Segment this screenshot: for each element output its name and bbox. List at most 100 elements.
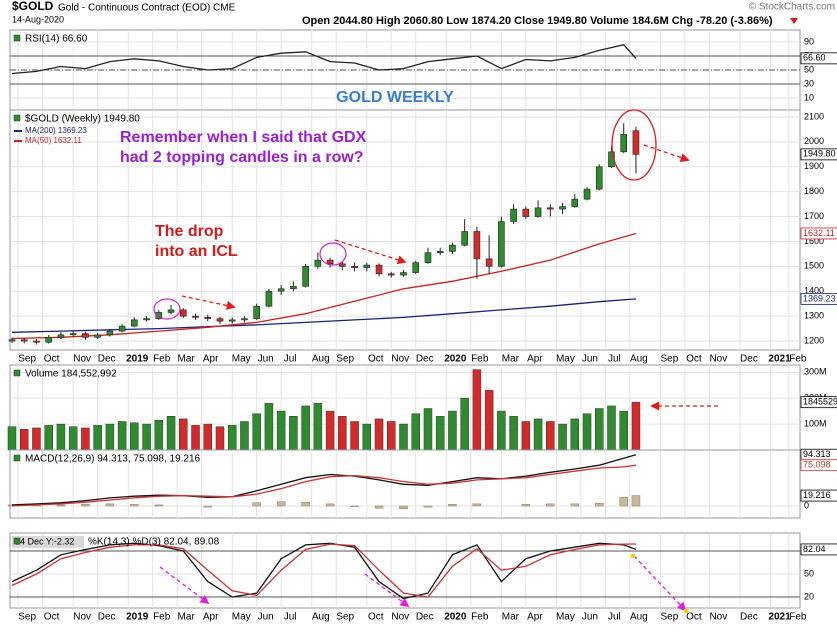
x-tick-label: 2019	[126, 354, 149, 365]
value-box-label: 66.60	[803, 53, 826, 63]
y-tick-label: 1300	[804, 311, 824, 321]
volume-bar	[313, 403, 323, 451]
candle-body	[302, 266, 309, 287]
volume-bar	[289, 416, 298, 451]
value-box-label: 19.216	[803, 490, 831, 500]
volume-bar	[387, 421, 396, 451]
legend: Volume 184,552,992	[25, 369, 117, 380]
candle-body	[290, 285, 297, 290]
candle-body	[118, 325, 126, 332]
candle-body	[620, 134, 628, 153]
histogram-bar	[203, 505, 212, 508]
x-tick-label: Jun	[582, 354, 598, 365]
stoch-line	[11, 543, 637, 598]
value-box	[800, 396, 837, 409]
y-tick-label: 1700	[804, 211, 824, 221]
volume-bar	[81, 427, 90, 451]
y-tick-label: 300M	[804, 367, 827, 377]
y-tick-label: 100M	[804, 418, 827, 428]
candle-body	[547, 207, 554, 210]
macd-line	[11, 454, 637, 506]
x-tick-label: Sep	[336, 612, 354, 623]
legend-entry: MA(200) 1369.23	[25, 126, 87, 135]
y-tick-label: 1200	[804, 335, 824, 345]
plot-layer: 1030507090RSI(14) 66.6066.60120013001400…	[7, 29, 837, 623]
volume-bar	[19, 429, 29, 451]
value-box	[800, 52, 837, 65]
value-box-label: 1632.11	[803, 228, 835, 238]
x-tick-label: 2021	[768, 612, 791, 623]
candle-body	[522, 208, 530, 217]
volume-bar	[105, 423, 115, 451]
x-tick-label: Oct	[44, 354, 60, 365]
candle-body	[485, 258, 493, 267]
value-box-label: 1369.23	[803, 293, 836, 303]
chart-title: GOLD WEEKLY	[336, 89, 454, 106]
x-tick-label: Jul	[284, 612, 297, 623]
x-tick-label: Dec	[98, 354, 116, 365]
x-tick-label: Oct	[686, 612, 702, 623]
histogram-bar	[105, 503, 115, 507]
volume-bar	[179, 418, 188, 451]
rsi-line	[11, 43, 637, 75]
x-tick-label: 2021	[768, 354, 791, 365]
volume-bar	[619, 410, 628, 451]
x-tick-label: Dec	[740, 612, 758, 623]
x-tick-label: Dec	[740, 354, 758, 365]
annotation: had 2 topping candles in a row?	[120, 149, 364, 166]
volume-bar	[240, 421, 249, 451]
y-tick-label: 1900	[804, 161, 824, 171]
volume-bar	[44, 425, 53, 451]
x-tick-label: Oct	[44, 612, 60, 623]
stoch-line	[11, 542, 637, 600]
candle-body	[265, 290, 273, 307]
x-tick-label: Jul	[608, 354, 621, 365]
histogram-bar	[570, 503, 580, 507]
volume-bar	[252, 413, 261, 451]
legend-entry: MA(50) 1632.11	[25, 136, 82, 145]
histogram-bar	[276, 501, 286, 507]
volume-bar	[338, 416, 347, 451]
x-tick-label: 2019	[126, 612, 149, 623]
x-tick-label: Jul	[608, 612, 621, 623]
candle-body	[241, 318, 248, 321]
annotation: The drop	[155, 223, 224, 240]
candle-body	[106, 330, 114, 336]
copyright: © StockCharts.com	[749, 2, 835, 13]
volume-bar	[631, 401, 641, 451]
volume-bar	[460, 397, 469, 451]
y-tick-label: 90	[804, 36, 814, 46]
x-tick-label: Feb	[153, 354, 171, 365]
volume-bar	[7, 426, 17, 451]
x-tick-label: Nov	[709, 612, 727, 623]
decoration	[319, 242, 347, 266]
note-box	[12, 536, 84, 548]
x-tick-label: Jul	[284, 354, 297, 365]
candle-body	[143, 318, 150, 321]
value-box-label: 75.098	[803, 460, 831, 470]
volume-bar	[411, 413, 420, 451]
histogram-bar	[595, 503, 604, 507]
volume-bar	[166, 416, 176, 451]
candle-body	[45, 337, 53, 343]
x-tick-label: Feb	[789, 354, 807, 365]
candle-body	[449, 244, 456, 252]
decoration	[153, 298, 181, 320]
volume-bar	[215, 426, 225, 451]
decoration	[334, 239, 407, 265]
quote: Open 2044.80 High 2060.80 Low 1874.20 Cl…	[302, 15, 773, 27]
volume-bar	[227, 425, 237, 451]
value-box	[800, 459, 837, 472]
legend-icon	[13, 537, 21, 545]
x-tick-label: Apr	[527, 354, 543, 365]
x-tick-label: Dec	[416, 612, 434, 623]
x-tick-label: Apr	[203, 612, 219, 623]
y-tick-label: 1800	[804, 186, 824, 196]
value-box	[800, 293, 837, 305]
histogram-bar	[130, 504, 139, 507]
candle-body	[473, 231, 481, 260]
legend-icon	[13, 369, 21, 377]
moving-average	[11, 232, 637, 340]
x-tick-label: Nov	[391, 612, 409, 623]
y-tick-label: 10	[804, 92, 814, 102]
